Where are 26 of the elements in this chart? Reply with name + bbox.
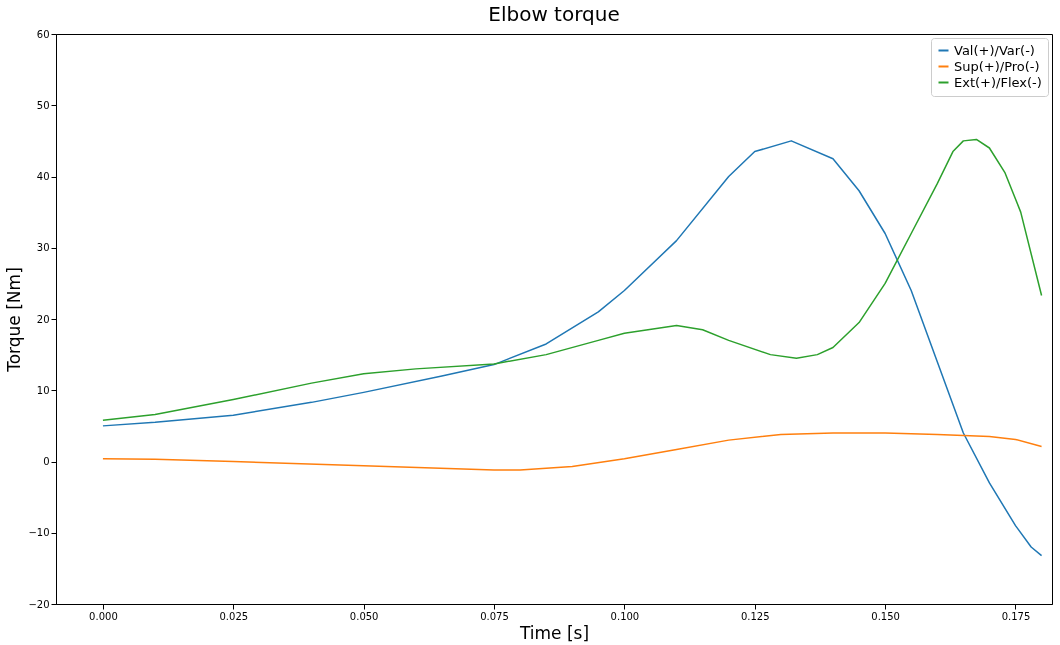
line-series — [102, 432, 1043, 471]
line-series — [102, 138, 1043, 421]
x-tick-label: 0.075 — [480, 610, 509, 622]
x-axis-title: Time [s] — [518, 622, 590, 643]
y-tick-label: 0 — [43, 456, 50, 467]
y-axis-title: Torque [Nm] — [4, 267, 25, 373]
line-series — [102, 140, 1043, 557]
x-tick-label: 0.100 — [610, 610, 640, 622]
legend-label: Ext(+)/Flex(-) — [954, 74, 1042, 90]
x-tick-label: 0.025 — [219, 610, 249, 622]
legend-label: Sup(+)/Pro(-) — [954, 58, 1040, 74]
y-tick-label: 10 — [36, 384, 50, 396]
y-tick-label: 50 — [36, 99, 50, 111]
y-tick-label: 30 — [36, 242, 50, 254]
y-tick-label: −10 — [28, 527, 50, 539]
x-tick-label: 0.050 — [349, 610, 379, 622]
x-tick-label: 0.125 — [740, 610, 770, 622]
y-tick-label: 60 — [36, 28, 50, 40]
x-tick-label: 0.150 — [871, 610, 900, 622]
y-tick-label: 20 — [36, 313, 50, 325]
chart-title: Elbow torque — [488, 2, 620, 26]
y-tick-label: 40 — [36, 171, 50, 182]
x-tick-label: 0.175 — [1001, 610, 1031, 622]
legend-label: Val(+)/Var(-) — [954, 42, 1035, 58]
y-tick-label: −20 — [28, 598, 50, 610]
x-tick-label: 0.000 — [89, 610, 118, 622]
